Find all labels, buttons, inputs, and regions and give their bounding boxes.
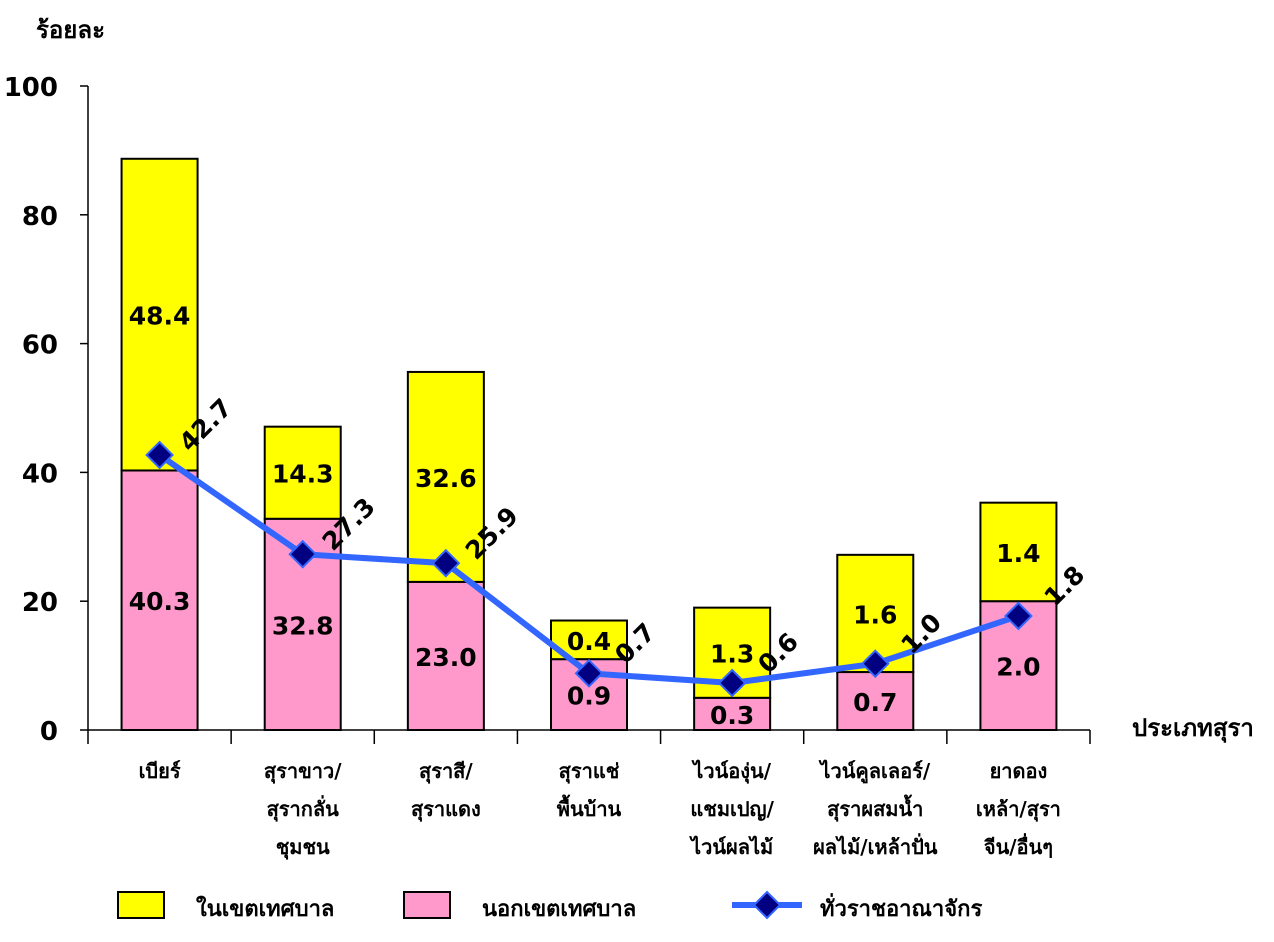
y-tick-label: 20 — [22, 588, 58, 618]
bar-segment-inside — [120, 157, 199, 472]
legend-label: ทั่วราชอาณาจักร — [820, 892, 982, 922]
bar-value-label: 40.3 — [129, 587, 191, 616]
bar-value-label: 48.4 — [129, 302, 191, 331]
national-point — [145, 440, 174, 470]
bar-value-label: 32.8 — [272, 611, 334, 640]
bar-value-label: 1.3 — [710, 640, 754, 669]
x-category-label: เบียร์ — [139, 759, 181, 783]
x-category-label: ไวน์คูลเลอร์/สุราผสมน้ำผลไม้/เหล้าปั่น — [813, 759, 938, 859]
y-tick-label: 0 — [40, 717, 58, 747]
bar-value-label: 0.7 — [853, 688, 897, 717]
y-tick-label: 100 — [4, 73, 58, 103]
national-line — [145, 440, 1033, 698]
y-tick-label: 80 — [22, 202, 58, 232]
bar-value-label: 0.3 — [710, 701, 754, 730]
national-point — [574, 658, 604, 688]
bar-value-label: 14.3 — [272, 460, 334, 489]
national-point — [288, 539, 318, 569]
national-point — [431, 548, 461, 578]
bars — [120, 157, 1058, 732]
y-axis-title: ร้อยละ — [36, 16, 105, 44]
x-category-label: สุราสี/สุราแดง — [411, 759, 481, 822]
bar-segment-outside — [836, 671, 915, 731]
bar-value-label: 0.9 — [567, 682, 611, 711]
x-category-label: ยาดองเหล้า/สุราจีน/อื่นๆ — [976, 759, 1061, 859]
national-point — [717, 668, 747, 698]
x-category-label: สุราขาว/สุรากลั่นชุมชน — [264, 759, 342, 860]
national-point — [860, 649, 890, 679]
legend: ในเขตเทศบาล นอกเขตเทศบาล ทั่วราชอาณาจักร — [117, 890, 982, 922]
national-point — [1004, 601, 1033, 631]
y-tick-label: 60 — [22, 331, 58, 361]
legend-swatch — [403, 891, 451, 919]
bar-value-label: 1.4 — [996, 539, 1040, 568]
legend-label: ในเขตเทศบาล — [196, 895, 334, 922]
legend-swatch — [117, 891, 165, 919]
bar-segment-inside — [979, 501, 1058, 603]
legend-label: นอกเขตเทศบาล — [482, 897, 636, 922]
x-category-label: ไวน์องุ่น/แชมเปญ/ไวน์ผลไม้ — [689, 759, 775, 859]
x-axis-title: ประเภทสุรา — [1132, 714, 1254, 744]
legend-marker — [752, 890, 782, 920]
bar-value-label: 2.0 — [996, 653, 1040, 682]
bar-segment-outside — [406, 580, 485, 731]
bar-segment-inside — [263, 425, 342, 520]
x-category-label: สุราแช่พื้นบ้าน — [557, 759, 622, 821]
axes: 0 20 40 60 80 100 — [4, 73, 1091, 747]
bar-value-label: 1.6 — [853, 600, 897, 629]
bar-segment-inside — [406, 370, 485, 583]
bar-value-label: 0.4 — [567, 627, 611, 656]
bar-value-label: 23.0 — [415, 643, 477, 672]
y-tick-label: 40 — [22, 459, 58, 489]
bar-value-label: 32.6 — [415, 464, 477, 493]
x-category-labels: เบียร์ สุราขาว/สุรากลั่นชุมชน สุราสี/สุราแ… — [139, 759, 1061, 860]
